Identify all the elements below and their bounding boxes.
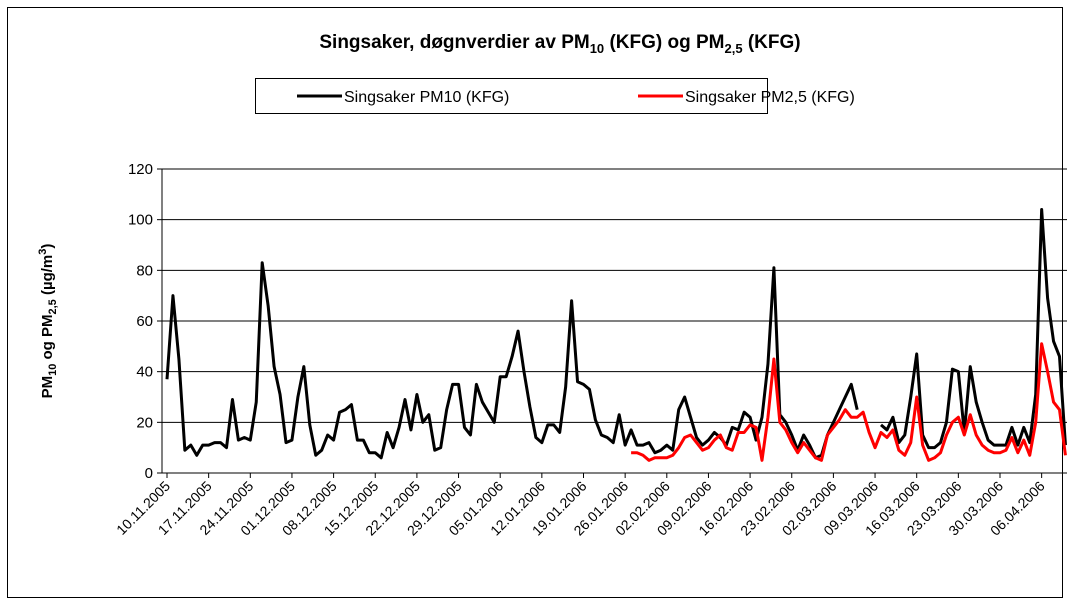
y-tick-label: 80 — [136, 262, 153, 279]
y-tick-label: 100 — [128, 212, 153, 229]
title-part: 10 — [590, 41, 604, 56]
y-label-part: (µg/m — [39, 255, 56, 299]
y-label-part: ) — [39, 244, 56, 249]
y-label-part: 3 — [37, 249, 49, 255]
y-tick-label: 40 — [136, 364, 153, 381]
line-series — [631, 342, 1067, 462]
y-tick-label: 120 — [128, 161, 153, 178]
y-axis-label: PM10 og PM2,5 (µg/m3) — [37, 244, 59, 399]
title-part: 2,5 — [724, 41, 742, 56]
y-tick-label: 20 — [136, 414, 153, 431]
y-tick-label: 60 — [136, 313, 153, 330]
y-label-part: 10 — [47, 364, 59, 376]
line-series — [165, 208, 1067, 460]
title-part: Singsaker, døgnverdier av PM — [319, 32, 589, 53]
title-part: (KFG) og PM — [604, 32, 724, 53]
y-label-part: og PM — [39, 314, 56, 363]
y-label-part: PM — [39, 376, 56, 399]
chart-title: Singsaker, døgnverdier av PM10 (KFG) og … — [319, 32, 800, 56]
legend-label: Singsaker PM2,5 (KFG) — [685, 89, 855, 106]
y-label-part: 2,5 — [47, 299, 59, 314]
title-part: (KFG) — [743, 32, 801, 53]
legend-label: Singsaker PM10 (KFG) — [344, 89, 509, 106]
y-tick-label: 0 — [145, 465, 153, 482]
